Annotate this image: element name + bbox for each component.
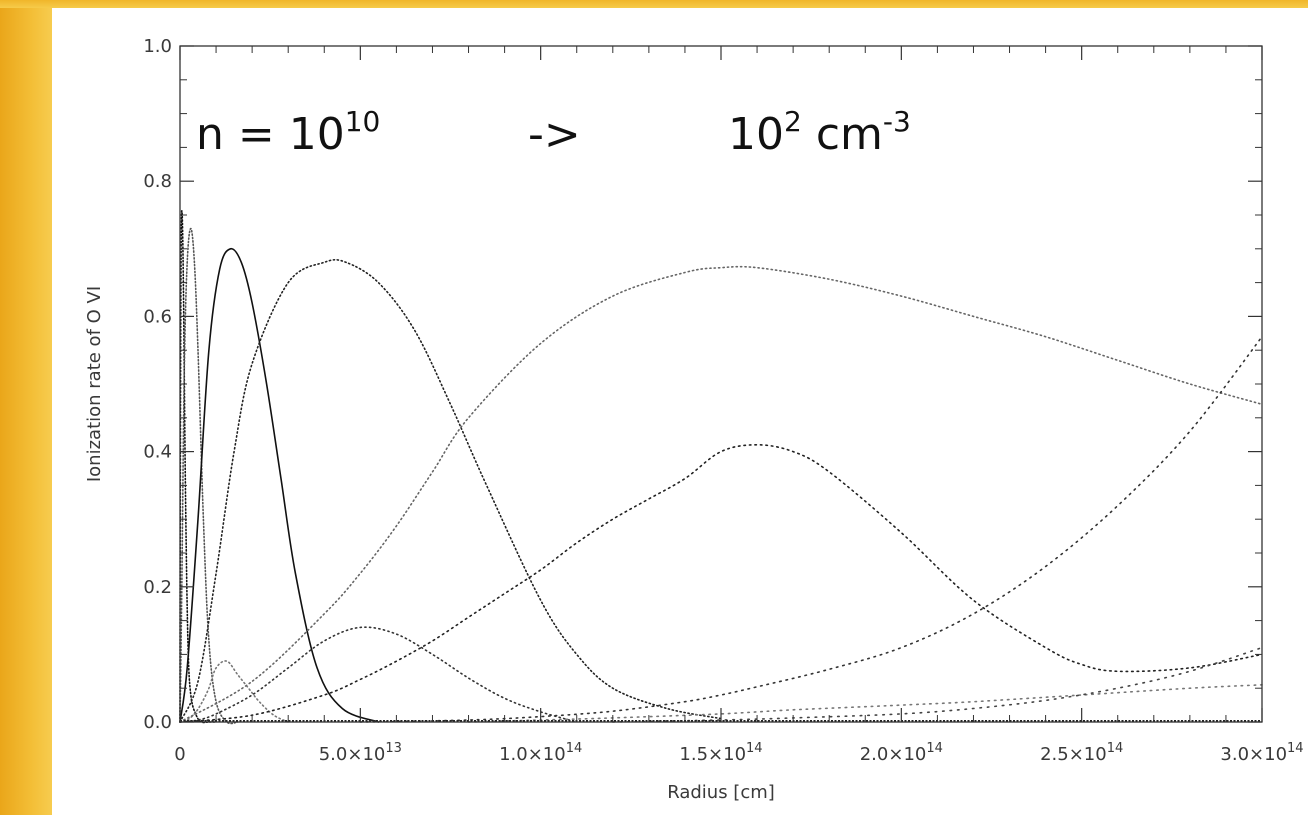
series-line-5 [179,258,722,723]
y-tick-label: 0.4 [143,442,172,463]
series-line-11 [612,646,1263,723]
series-line-9 [359,335,1263,723]
x-tick-label: 2.5×1014 [1040,741,1123,765]
slide-background-top [0,0,1308,8]
x-axis-ticks: 0 5.0×1013 1.0×1014 1.5×1014 2.0×1014 2.5×101… [174,46,1304,765]
y-tick-label: 0.2 [143,577,172,598]
y-tick-label: 0.0 [143,712,172,733]
y-tick-label: 0.6 [143,306,172,327]
series-line-2 [179,227,239,725]
series-line-8 [179,443,1263,723]
x-tick-label: 3.0×1014 [1220,741,1303,765]
annotation-arrow: -> [528,109,581,160]
ionization-chart: 0 5.0×1013 1.0×1014 1.5×1014 2.0×1014 2.5×101… [84,36,1304,803]
slide-background-left [0,0,52,815]
x-tick-label: 1.5×1014 [679,741,762,765]
y-axis-ticks: 0.0 0.2 0.4 0.6 0.8 1.0 [143,36,1262,733]
chart-panel: 0 5.0×1013 1.0×1014 1.5×1014 2.0×1014 2.5×101… [52,8,1308,815]
series-line-3 [179,247,380,723]
density-annotation: n = 1010 -> 102 cm-3 [196,105,911,160]
y-tick-label: 1.0 [143,36,172,57]
x-tick-label: 5.0×1013 [319,741,402,765]
series-line-7 [179,265,1263,723]
y-tick-label: 0.8 [143,171,172,192]
axes: 0 5.0×1013 1.0×1014 1.5×1014 2.0×1014 2.5×101… [84,36,1304,803]
plot-area [179,210,1263,725]
series-line-4 [179,660,289,723]
series-line-6 [179,626,578,723]
x-tick-label: 1.0×1014 [499,741,582,765]
series-line-10 [467,684,1263,723]
x-tick-label: 0 [174,744,185,765]
annotation-start-density: n = 1010 [196,105,380,160]
y-axis-label: Ionization rate of O VI [84,286,105,482]
x-tick-label: 2.0×1014 [860,741,943,765]
series-line-1 [179,210,217,724]
x-axis-label: Radius [cm] [667,782,775,803]
annotation-end-density: 102 cm-3 [728,105,911,160]
